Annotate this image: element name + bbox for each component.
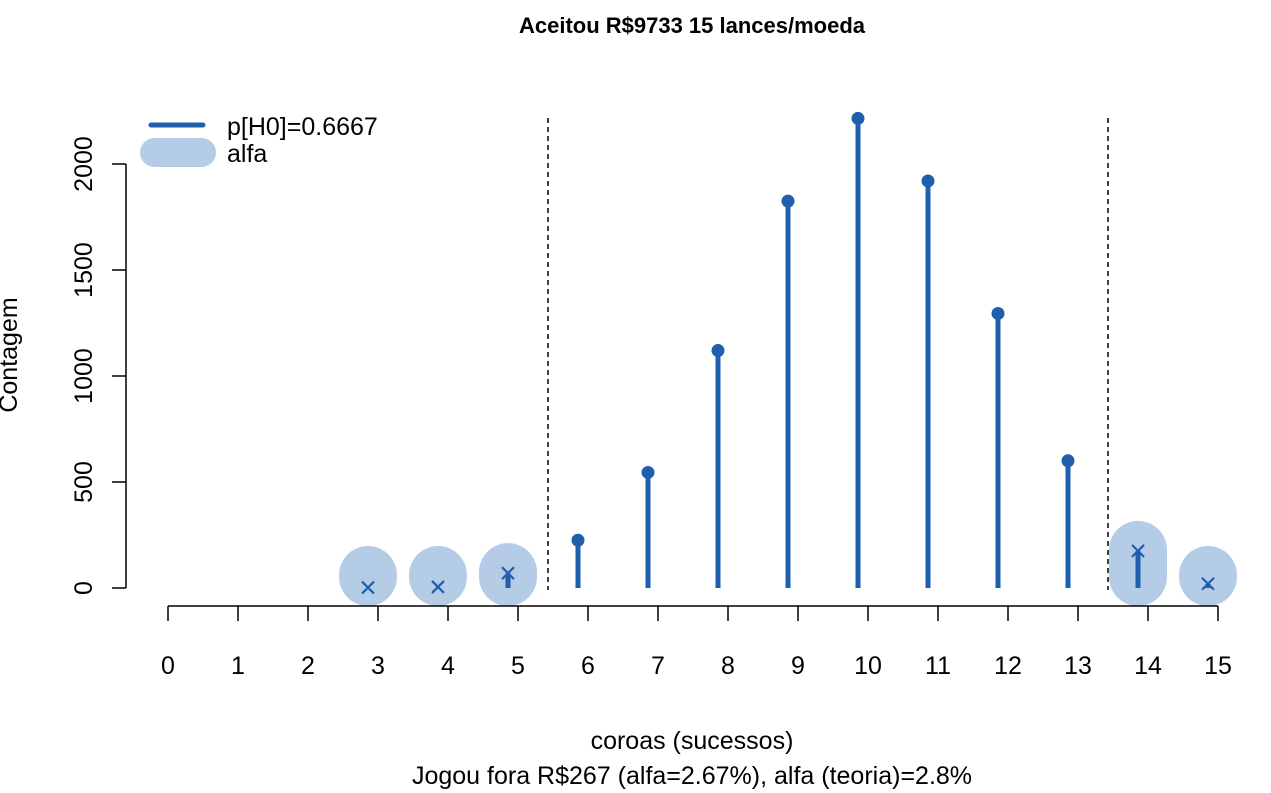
count-point [641, 465, 655, 479]
y-axis-label: Contagem [0, 297, 23, 412]
x-tick-label: 2 [301, 652, 315, 680]
y-tick-label: 1000 [70, 348, 98, 404]
x-tick-label: 6 [581, 652, 595, 680]
x-tick-label: 0 [161, 652, 175, 680]
legend: p[H0]=0.6667 alfa [140, 113, 378, 168]
legend-label-alfa: alfa [227, 140, 267, 168]
count-point [851, 111, 865, 125]
alpha-crosses [361, 544, 1215, 595]
x-tick-label: 13 [1064, 652, 1092, 680]
y-tick-label: 2000 [70, 136, 98, 192]
x-tick-label: 1 [231, 652, 245, 680]
alpha-markers [339, 520, 1237, 606]
x-tick-label: 5 [511, 652, 525, 680]
x-tick-label: 9 [791, 652, 805, 680]
x-axis: 0 1 2 3 4 5 6 7 8 9 10 11 12 13 14 15 [161, 605, 1232, 680]
x-axis-label: coroas (sucessos) [591, 727, 794, 755]
count-point [921, 174, 935, 188]
reference-lines [547, 118, 1109, 590]
alpha-band [1179, 546, 1237, 606]
y-tick-label: 0 [70, 581, 98, 595]
y-axis: 0 500 1000 1500 2000 [70, 136, 127, 595]
chart-subtitle: Jogou fora R$267 (alfa=2.67%), alfa (teo… [412, 762, 972, 790]
y-tick-label: 1500 [70, 242, 98, 298]
x-tick-label: 15 [1204, 652, 1232, 680]
x-tick-label: 11 [925, 652, 951, 680]
count-point [1061, 454, 1075, 468]
x-tick-label: 4 [441, 652, 455, 680]
count-point [991, 306, 1005, 320]
alpha-cross [1201, 576, 1215, 591]
y-tick-label: 500 [70, 461, 98, 503]
count-point [571, 533, 585, 547]
alpha-band [339, 546, 397, 606]
alpha-cross [431, 580, 445, 594]
legend-label-p-h0: p[H0]=0.6667 [227, 113, 378, 141]
x-tick-label: 7 [651, 652, 665, 680]
legend-band-swatch [140, 138, 216, 167]
x-tick-label: 3 [371, 652, 385, 680]
alpha-cross [361, 580, 375, 595]
x-tick-label: 14 [1134, 652, 1162, 680]
chart-title: Aceitou R$9733 15 lances/moeda [519, 13, 866, 38]
x-tick-label: 8 [721, 652, 735, 680]
alpha-cross [501, 566, 515, 580]
x-tick-label: 12 [994, 652, 1022, 680]
count-point [711, 344, 725, 358]
alpha-band [409, 546, 467, 606]
x-tick-label: 10 [854, 652, 882, 680]
alpha-cross [1131, 544, 1145, 558]
count-point [781, 194, 795, 208]
count-stems [505, 111, 1211, 588]
